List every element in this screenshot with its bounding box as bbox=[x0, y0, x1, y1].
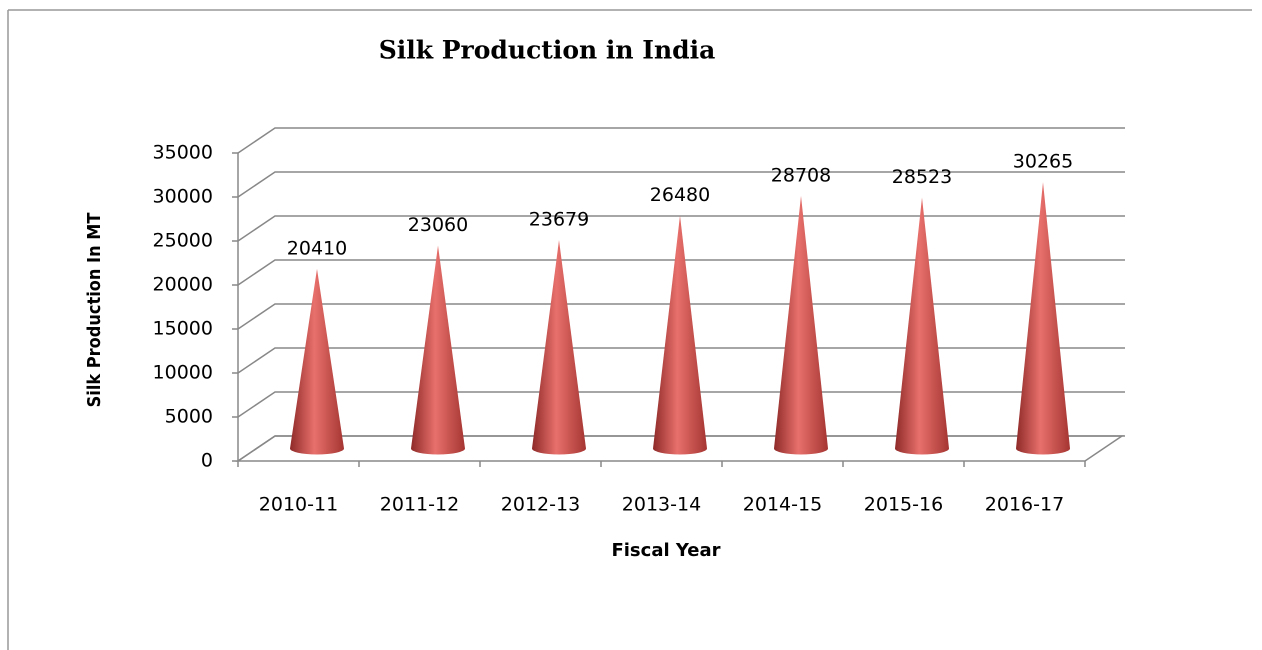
y-tick-label: 15000 bbox=[153, 318, 213, 340]
grid-line bbox=[237, 171, 1125, 198]
cone bbox=[290, 268, 344, 455]
data-label: 23060 bbox=[408, 214, 468, 236]
grid-line bbox=[237, 259, 1125, 286]
y-tick-label: 25000 bbox=[153, 230, 213, 252]
chart-title: Silk Production in India bbox=[379, 36, 716, 65]
data-label: 26480 bbox=[650, 184, 710, 206]
y-axis-label: Silk Production In MT bbox=[84, 213, 105, 408]
cone bbox=[774, 195, 828, 455]
grid-line bbox=[237, 215, 1125, 242]
y-tick-label: 5000 bbox=[165, 406, 213, 428]
data-label: 30265 bbox=[1013, 151, 1073, 173]
cone bbox=[895, 197, 949, 455]
grid-line bbox=[237, 127, 1125, 154]
grid-line bbox=[237, 391, 1125, 418]
cone bbox=[532, 240, 586, 455]
x-tick-label: 2012-13 bbox=[501, 494, 580, 516]
cone bbox=[1016, 182, 1070, 455]
data-label: 28523 bbox=[892, 166, 952, 188]
grid-line bbox=[237, 347, 1125, 374]
data-label: 28708 bbox=[771, 164, 831, 186]
x-tick-label: 2013-14 bbox=[622, 494, 701, 516]
y-tick-label: 20000 bbox=[153, 274, 213, 296]
y-tick-label: 10000 bbox=[153, 362, 213, 384]
x-tick-label: 2010-11 bbox=[259, 494, 338, 516]
x-tick-label: 2015-16 bbox=[864, 494, 943, 516]
x-tick-label: 2016-17 bbox=[985, 494, 1064, 516]
cone bbox=[653, 215, 707, 455]
grid-line bbox=[237, 435, 1125, 462]
y-tick-label: 35000 bbox=[153, 142, 213, 164]
grid-line bbox=[237, 303, 1125, 330]
x-axis-label: Fiscal Year bbox=[611, 540, 720, 561]
y-tick-label: 0 bbox=[201, 450, 213, 472]
data-label: 20410 bbox=[287, 237, 347, 259]
cone bbox=[411, 245, 465, 455]
x-tick-label: 2014-15 bbox=[743, 494, 822, 516]
y-tick-label: 30000 bbox=[153, 186, 213, 208]
x-tick-label: 2011-12 bbox=[380, 494, 459, 516]
data-label: 23679 bbox=[529, 209, 589, 231]
